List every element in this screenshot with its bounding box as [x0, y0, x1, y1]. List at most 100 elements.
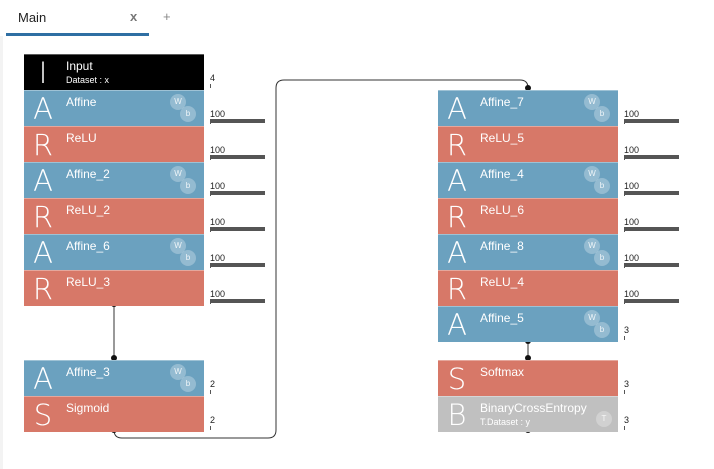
node-name: ReLU_2 [66, 203, 111, 217]
node-type-letter: A [447, 308, 467, 342]
output-size-bar [210, 299, 265, 303]
node-name: Affine_2 [66, 167, 110, 181]
node-type-letter: A [33, 236, 53, 270]
node-dataset-label: Dataset : x [66, 75, 110, 85]
node-type-letter: A [447, 236, 467, 270]
output-size-bar [624, 227, 679, 231]
output-size-tick [210, 390, 211, 394]
node-input[interactable]: I Input Dataset : x [24, 54, 204, 90]
node-name: Affine_4 [480, 167, 524, 181]
tab-close-icon[interactable]: x [130, 9, 138, 24]
node-sigmoid[interactable]: S Sigmoid [24, 396, 204, 432]
param-w-icon[interactable]: W [584, 238, 600, 254]
output-size-tick [624, 336, 625, 340]
output-size: 100 [210, 109, 226, 119]
param-w-icon[interactable]: W [584, 94, 600, 110]
param-w-icon[interactable]: W [170, 364, 186, 380]
output-size: 100 [624, 181, 640, 191]
node-name: Affine_8 [480, 239, 524, 253]
output-size-bar [624, 191, 679, 195]
node-type-letter: A [447, 164, 467, 198]
param-w-icon[interactable]: W [170, 94, 186, 110]
param-w-icon[interactable]: W [584, 166, 600, 182]
node-type-letter: R [32, 200, 54, 234]
param-b-icon[interactable]: b [180, 106, 196, 122]
param-b-icon[interactable]: b [180, 250, 196, 266]
add-tab-button[interactable]: + [163, 9, 171, 24]
param-w-icon[interactable]: W [584, 310, 600, 326]
output-size-bar [624, 299, 679, 303]
node-type-letter: R [446, 272, 468, 306]
node-relu-5[interactable]: R ReLU_5 [438, 126, 618, 162]
node-relu[interactable]: R ReLU [24, 126, 204, 162]
node-relu-6[interactable]: R ReLU_6 [438, 198, 618, 234]
output-size-bar [210, 119, 265, 123]
output-size-bar [210, 191, 265, 195]
node-type-letter: B [447, 398, 467, 432]
output-size: 100 [624, 217, 640, 227]
node-type-letter: R [32, 272, 54, 306]
node-name: Affine [66, 95, 97, 109]
output-size-tick [624, 426, 625, 430]
node-relu-2[interactable]: R ReLU_2 [24, 198, 204, 234]
output-size: 100 [624, 109, 640, 119]
param-b-icon[interactable]: b [180, 376, 196, 392]
node-name: ReLU_6 [480, 203, 525, 217]
node-name: ReLU_3 [66, 275, 111, 289]
node-type-letter: A [447, 92, 467, 126]
output-size: 2 [210, 379, 216, 389]
output-size-bar [210, 155, 265, 159]
node-type-letter: R [446, 200, 468, 234]
param-w-icon[interactable]: W [170, 166, 186, 182]
node-name: Input [66, 59, 93, 73]
node-relu-4[interactable]: R ReLU_4 [438, 270, 618, 306]
output-size-tick [210, 426, 211, 430]
output-size: 100 [624, 253, 640, 263]
param-b-icon[interactable]: b [594, 322, 610, 338]
node-name: Affine_5 [480, 311, 524, 325]
tab-bar: Main x + [0, 0, 714, 36]
node-type-letter: A [33, 362, 53, 396]
output-size: 2 [210, 415, 216, 425]
output-size: 100 [624, 289, 640, 299]
node-type-letter: I [38, 56, 48, 90]
node-name: Affine_7 [480, 95, 524, 109]
output-size: 100 [210, 289, 226, 299]
node-type-letter: S [447, 362, 467, 396]
output-size-bar [624, 119, 679, 123]
param-w-icon[interactable]: W [170, 238, 186, 254]
output-size: 100 [210, 253, 226, 263]
tab-main[interactable]: Main x [6, 0, 149, 36]
param-b-icon[interactable]: b [594, 250, 610, 266]
param-b-icon[interactable]: b [594, 178, 610, 194]
output-size: 100 [210, 181, 226, 191]
param-t-icon[interactable]: T [596, 411, 612, 427]
node-name: ReLU_4 [480, 275, 525, 289]
param-b-icon[interactable]: b [180, 178, 196, 194]
param-b-icon[interactable]: b [594, 106, 610, 122]
node-type-letter: S [33, 398, 53, 432]
node-relu-3[interactable]: R ReLU_3 [24, 270, 204, 306]
node-name: Softmax [480, 365, 525, 379]
node-binary-cross-entropy[interactable]: B BinaryCrossEntropy T.Dataset : y T [438, 396, 618, 432]
output-size-tick [624, 390, 625, 394]
output-size-bar [210, 263, 265, 267]
output-size-bar [624, 263, 679, 267]
node-name: Sigmoid [66, 401, 110, 415]
output-size: 3 [624, 415, 630, 425]
node-type-letter: R [32, 128, 54, 162]
node-softmax[interactable]: S Softmax [438, 360, 618, 396]
node-type-letter: A [33, 164, 53, 198]
output-size: 3 [624, 379, 630, 389]
output-size: 3 [624, 325, 630, 335]
node-type-letter: R [446, 128, 468, 162]
output-size: 100 [624, 145, 640, 155]
